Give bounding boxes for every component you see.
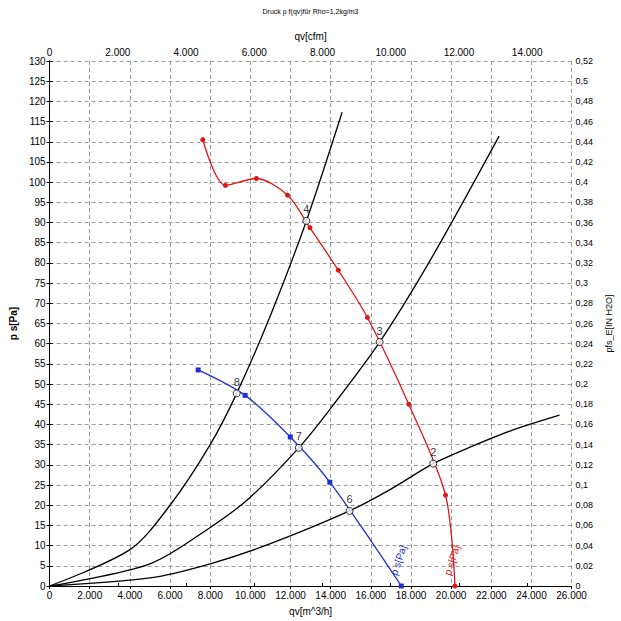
svg-text:0: 0 [47,590,53,601]
svg-text:0,42: 0,42 [576,157,594,167]
svg-text:30: 30 [34,459,46,470]
svg-text:115: 115 [30,116,46,127]
svg-text:25: 25 [34,480,46,491]
svg-text:8.000: 8.000 [198,590,223,601]
svg-text:0,24: 0,24 [576,339,594,349]
svg-text:8.000: 8.000 [310,47,335,58]
svg-text:5: 5 [40,560,46,571]
svg-text:0,5: 0,5 [576,76,589,86]
svg-text:10: 10 [34,540,46,551]
svg-text:0,36: 0,36 [576,218,594,228]
svg-text:0,3: 0,3 [576,278,589,288]
svg-text:0,26: 0,26 [576,319,594,329]
svg-text:0,4: 0,4 [576,177,589,187]
svg-text:0,28: 0,28 [576,298,594,308]
svg-text:0,04: 0,04 [576,541,594,551]
svg-text:125: 125 [29,76,46,87]
svg-text:0: 0 [575,581,581,591]
svg-text:0,48: 0,48 [576,96,594,106]
svg-text:6: 6 [346,493,352,505]
svg-text:0,14: 0,14 [576,440,594,450]
svg-text:110: 110 [30,136,46,147]
svg-text:p s[Pa]: p s[Pa] [442,544,462,577]
svg-text:0,44: 0,44 [576,137,594,147]
svg-text:pfs_E[IN H2O]: pfs_E[IN H2O] [604,294,614,352]
svg-text:3: 3 [377,325,383,337]
svg-text:55: 55 [34,358,46,369]
svg-text:p s[Pa]: p s[Pa] [8,307,19,340]
svg-text:0,1: 0,1 [576,480,589,490]
svg-text:24.000: 24.000 [516,590,547,601]
svg-text:35: 35 [34,439,46,450]
svg-text:14.000: 14.000 [315,590,346,601]
svg-text:0,16: 0,16 [576,419,594,429]
svg-text:120: 120 [29,96,46,107]
svg-text:95: 95 [34,197,46,208]
svg-text:p s[Pa]: p s[Pa] [388,544,408,577]
svg-text:0: 0 [47,47,53,58]
svg-text:0,52: 0,52 [576,56,594,66]
svg-text:12.000: 12.000 [275,590,306,601]
svg-text:130: 130 [29,56,46,67]
svg-text:75: 75 [34,278,46,289]
svg-text:0,22: 0,22 [576,359,594,369]
svg-text:Druck p f(qv)für Rho=1,2kg/m3: Druck p f(qv)für Rho=1,2kg/m3 [263,8,359,16]
svg-text:60: 60 [34,338,46,349]
svg-text:0: 0 [40,581,46,592]
svg-text:0,32: 0,32 [576,258,594,268]
svg-text:4.000: 4.000 [117,590,142,601]
svg-text:0,08: 0,08 [576,500,594,510]
svg-text:2: 2 [430,446,436,458]
svg-text:4.000: 4.000 [174,47,199,58]
svg-text:6.000: 6.000 [158,590,183,601]
svg-text:2.000: 2.000 [77,590,102,601]
svg-text:85: 85 [34,237,46,248]
svg-text:6.000: 6.000 [242,47,267,58]
svg-text:16.000: 16.000 [356,590,387,601]
svg-text:4: 4 [303,203,309,215]
svg-text:0,2: 0,2 [576,379,589,389]
svg-text:0,34: 0,34 [576,238,594,248]
svg-text:26.000: 26.000 [556,590,587,601]
svg-text:45: 45 [34,399,46,410]
svg-text:10.000: 10.000 [235,590,266,601]
svg-text:40: 40 [34,419,46,430]
svg-text:80: 80 [34,257,46,268]
svg-text:qv[cfm]: qv[cfm] [294,31,326,42]
svg-text:15: 15 [34,520,46,531]
svg-text:0,06: 0,06 [576,520,594,530]
svg-text:2.000: 2.000 [105,47,130,58]
svg-text:100: 100 [29,177,46,188]
svg-text:10.000: 10.000 [375,47,406,58]
svg-text:0,18: 0,18 [576,399,594,409]
svg-text:8: 8 [234,376,240,388]
svg-text:7: 7 [296,430,302,442]
svg-text:0,46: 0,46 [576,117,594,127]
svg-text:22.000: 22.000 [476,590,507,601]
svg-text:0,12: 0,12 [576,460,594,470]
svg-text:105: 105 [29,156,46,167]
svg-text:65: 65 [34,318,46,329]
svg-text:14.000: 14.000 [512,47,543,58]
svg-text:0,02: 0,02 [576,561,594,571]
svg-text:0,38: 0,38 [576,197,594,207]
svg-text:20.000: 20.000 [436,590,467,601]
svg-text:18.000: 18.000 [396,590,427,601]
svg-text:50: 50 [34,379,46,390]
svg-text:90: 90 [34,217,46,228]
svg-text:12.000: 12.000 [444,47,475,58]
svg-text:20: 20 [34,500,46,511]
svg-text:qv[m^3/h]: qv[m^3/h] [289,606,332,617]
svg-text:70: 70 [34,298,46,309]
